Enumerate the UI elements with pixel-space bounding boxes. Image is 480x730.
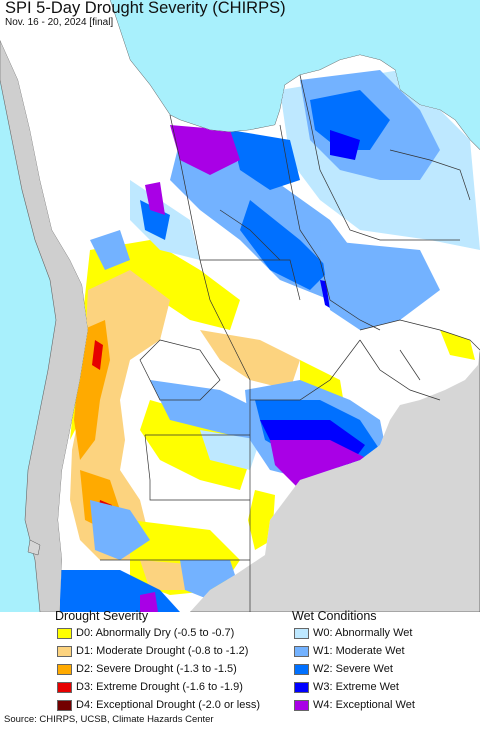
legend-item-d2: D2: Severe Drought (-1.3 to -1.5) — [57, 661, 237, 677]
swatch-w1 — [294, 645, 309, 657]
legend-item-w3: W3: Extreme Wet — [294, 679, 399, 695]
legend: Drought Severity D0: Abnormally Dry (-0.… — [0, 609, 480, 713]
source-credit: Source: CHIRPS, UCSB, Climate Hazards Ce… — [4, 714, 214, 725]
legend-item-w0: W0: Abnormally Wet — [294, 625, 412, 641]
legend-label: D0: Abnormally Dry (-0.5 to -0.7) — [76, 627, 235, 639]
legend-item-w4: W4: Exceptional Wet — [294, 697, 415, 713]
map-title: SPI 5-Day Drought Severity (CHIRPS) — [5, 0, 286, 17]
map-canvas — [0, 0, 480, 612]
legend-item-d4: D4: Exceptional Drought (-2.0 or less) — [57, 697, 260, 713]
legend-item-w1: W1: Moderate Wet — [294, 643, 405, 659]
spi-overlay — [0, 0, 480, 612]
swatch-w0 — [294, 627, 309, 639]
wet-legend-heading: Wet Conditions — [292, 609, 377, 623]
swatch-w2 — [294, 663, 309, 675]
swatch-d0 — [57, 627, 72, 639]
swatch-d4 — [57, 699, 72, 711]
legend-label: D2: Severe Drought (-1.3 to -1.5) — [76, 663, 237, 675]
swatch-d1 — [57, 645, 72, 657]
legend-item-d0: D0: Abnormally Dry (-0.5 to -0.7) — [57, 625, 234, 641]
legend-label: W3: Extreme Wet — [313, 681, 399, 693]
legend-label: W0: Abnormally Wet — [313, 627, 413, 639]
legend-label: D4: Exceptional Drought (-2.0 or less) — [76, 699, 261, 711]
swatch-w3 — [294, 681, 309, 693]
map-subtitle: Nov. 16 - 20, 2024 [final] — [5, 17, 114, 28]
legend-label: D1: Moderate Drought (-0.8 to -1.2) — [76, 645, 249, 657]
legend-label: W4: Exceptional Wet — [313, 699, 415, 711]
swatch-w4 — [294, 699, 309, 711]
legend-item-d1: D1: Moderate Drought (-0.8 to -1.2) — [57, 643, 248, 659]
legend-label: D3: Extreme Drought (-1.6 to -1.9) — [76, 681, 243, 693]
swatch-d2 — [57, 663, 72, 675]
swatch-d3 — [57, 681, 72, 693]
legend-item-d3: D3: Extreme Drought (-1.6 to -1.9) — [57, 679, 243, 695]
legend-label: W2: Severe Wet — [313, 663, 393, 675]
lake-icon — [27, 539, 41, 556]
admin-borders — [100, 74, 480, 612]
legend-item-w2: W2: Severe Wet — [294, 661, 393, 677]
drought-map — [0, 0, 480, 612]
drought-legend-heading: Drought Severity — [55, 609, 149, 623]
legend-label: W1: Moderate Wet — [313, 645, 405, 657]
